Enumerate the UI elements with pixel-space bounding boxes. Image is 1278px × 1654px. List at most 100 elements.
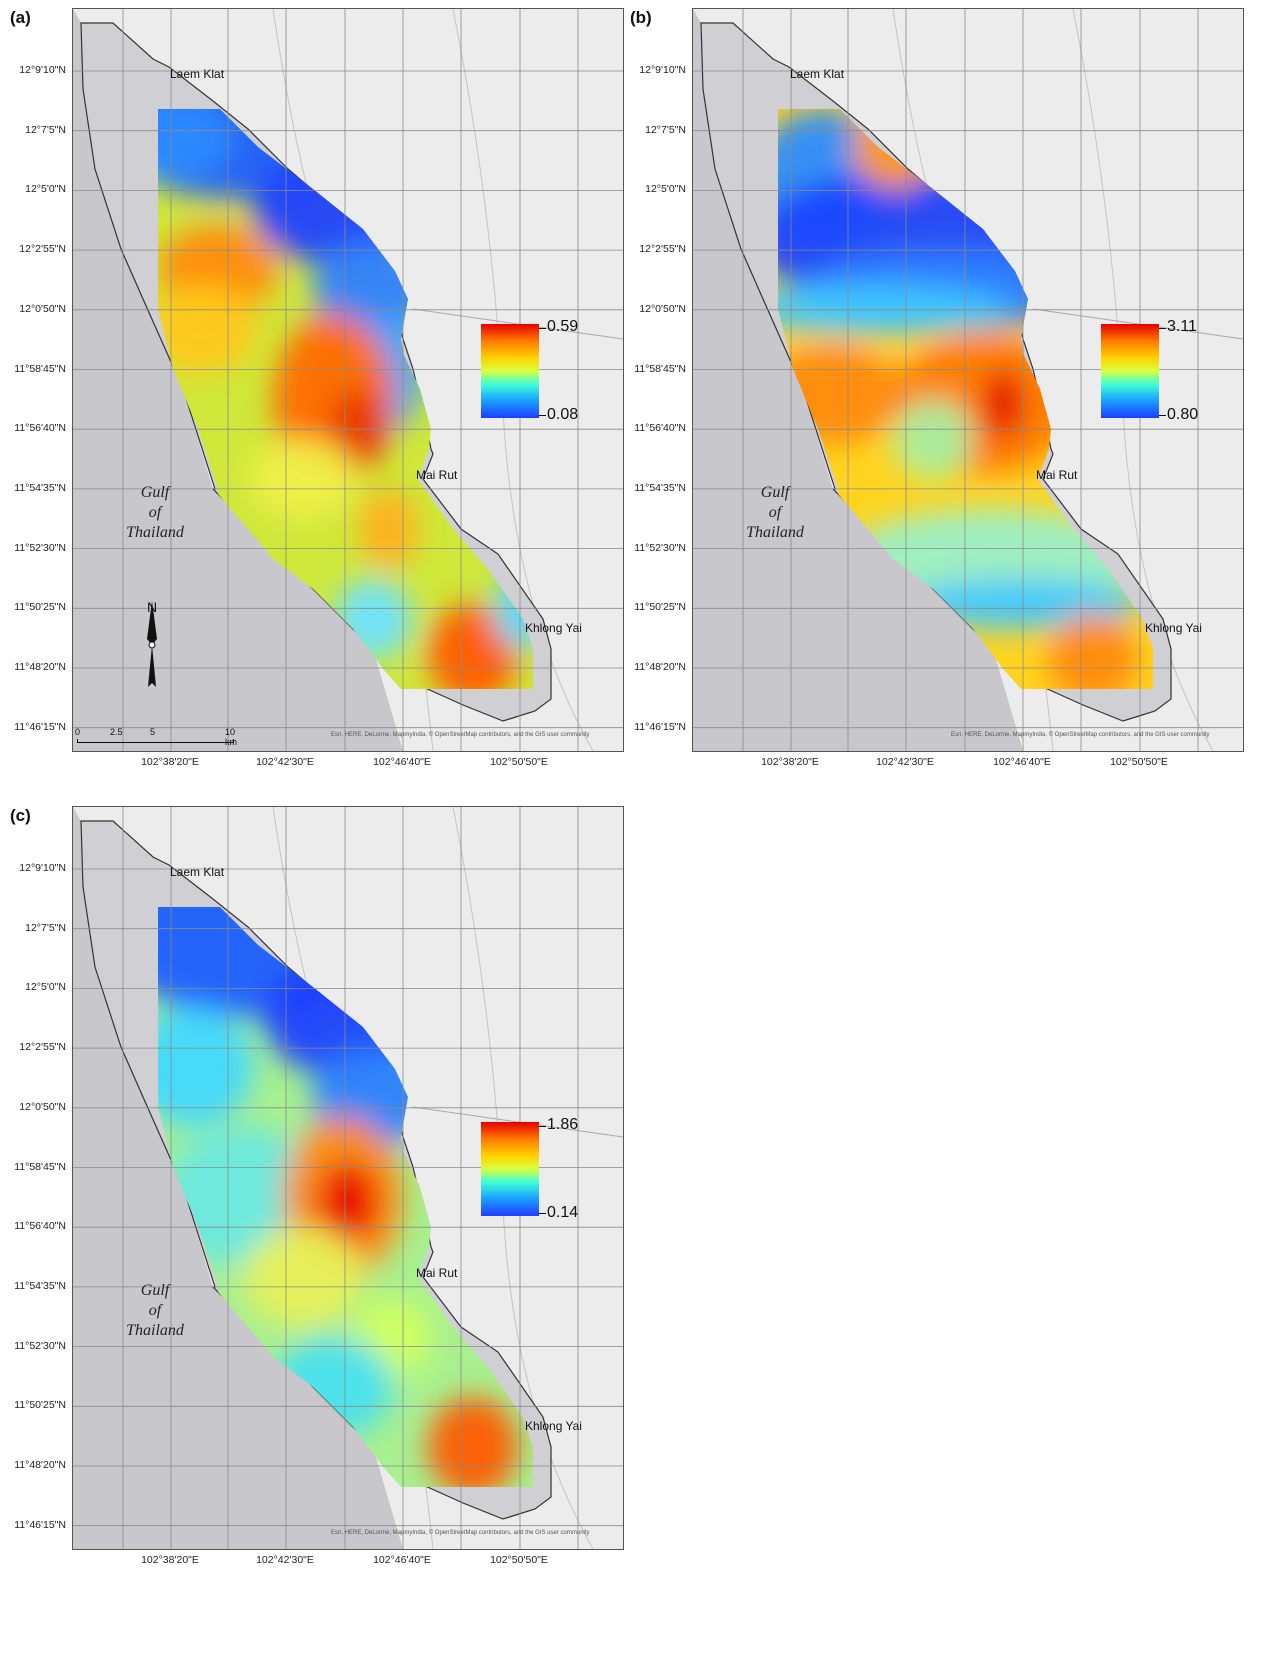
latitude-label: 11°48'20"N [14, 661, 66, 673]
gulf-line-1: Gulf [760, 484, 790, 501]
sea [693, 9, 1023, 751]
longitude-label: 102°50'50"E [490, 1554, 548, 1566]
map-c: Laem Klat Mai Rut Khlong Yai Gulf of Tha… [72, 806, 624, 1550]
latitude-label: 11°58'45"N [14, 362, 66, 375]
scale-bar: 0 2.5 5 10 km [75, 727, 237, 747]
latitude-label: 12°5'0"N [25, 183, 66, 196]
longitude-label: 102°46'40"E [373, 1554, 431, 1566]
legend-tick [539, 1126, 546, 1127]
gulf-line-2: of [148, 1302, 162, 1319]
latitude-label: 11°50'25"N [14, 1399, 66, 1412]
longitude-label: 102°46'40"E [993, 756, 1051, 768]
panel-b: (b) Laem Klat Mai Rut Khlong Yai Gulf of… [620, 0, 1278, 800]
place-khlong-yai: Khlong Yai [1145, 621, 1202, 635]
latitude-label: 11°54'35"N [14, 481, 66, 494]
longitude-label: 102°42'30"E [876, 756, 934, 768]
map-a: Laem Klat Mai Rut Khlong Yai Gulf of Tha… [72, 8, 624, 752]
legend-min: 0.80 [1167, 406, 1199, 423]
panel-label: (b) [630, 8, 652, 27]
latitude-label: 11°56'40"N [14, 1220, 66, 1233]
latitude-label: 12°0'50"N [19, 1100, 66, 1113]
place-mai-rut: Mai Rut [1036, 468, 1078, 482]
latitude-label: 11°56'40"N [14, 422, 66, 435]
scale-2-5: 2.5 [110, 727, 123, 737]
latitude-label: 11°58'45"N [634, 362, 686, 375]
longitude-label: 102°42'30"E [256, 1554, 314, 1566]
gulf-line-3: Thailand [126, 1322, 184, 1339]
latitude-label: 11°52'30"N [14, 541, 66, 554]
latitude-label: 12°9'10"N [19, 64, 66, 76]
latitude-label: 11°46'15"N [634, 720, 686, 733]
legend-color-ramp [481, 324, 539, 418]
latitude-label: 12°2'55"N [19, 1041, 66, 1054]
latitude-label: 11°52'30"N [14, 1339, 66, 1352]
longitude-label: 102°38'20"E [141, 756, 199, 768]
legend-min: 0.08 [547, 406, 579, 423]
place-laem-klat: Laem Klat [170, 67, 225, 81]
place-mai-rut: Mai Rut [416, 1266, 458, 1280]
latitude-label: 11°58'45"N [14, 1160, 66, 1173]
attribution: Esri, HERE, DeLorme, MapmyIndia, © OpenS… [331, 732, 590, 738]
attribution: Esri, HERE, DeLorme, MapmyIndia, © OpenS… [951, 732, 1210, 738]
longitude-label: 102°50'50"E [1110, 756, 1168, 768]
longitude-label: 102°42'30"E [256, 756, 314, 768]
latitude-label: 11°56'40"N [634, 422, 686, 435]
legend-min: 0.14 [547, 1204, 579, 1221]
map-canvas [73, 9, 623, 751]
place-khlong-yai: Khlong Yai [525, 621, 582, 635]
gulf-line-3: Thailand [746, 524, 804, 541]
map-canvas [693, 9, 1243, 751]
panel-label: (c) [10, 806, 31, 825]
gulf-label: Gulf of Thailand [110, 483, 200, 543]
latitude-label: 12°0'50"N [639, 302, 686, 315]
place-mai-rut: Mai Rut [416, 468, 458, 482]
longitude-label: 102°46'40"E [373, 756, 431, 768]
latitude-label: 12°5'0"N [25, 981, 66, 994]
gulf-label: Gulf of Thailand [110, 1281, 200, 1341]
latitude-label: 12°2'55"N [639, 243, 686, 256]
legend-max: 1.86 [547, 1116, 579, 1133]
latitude-label: 12°2'55"N [19, 243, 66, 256]
panel-c: (c) Laem Klat Mai Rut Khlong Yai Gulf of… [0, 798, 624, 1654]
latitude-label: 12°5'0"N [645, 183, 686, 196]
place-khlong-yai: Khlong Yai [525, 1419, 582, 1433]
gulf-line-1: Gulf [140, 1282, 170, 1299]
scale-5: 5 [150, 727, 156, 737]
longitude-label: 102°38'20"E [141, 1554, 199, 1566]
legend-tick [539, 1213, 546, 1214]
gulf-label: Gulf of Thailand [730, 483, 820, 543]
attribution: Esri, HERE, DeLorme, MapmyIndia, © OpenS… [331, 1530, 590, 1536]
latitude-label: 11°50'25"N [634, 601, 686, 614]
latitude-label: 11°46'15"N [14, 720, 66, 733]
gulf-line-1: Gulf [140, 484, 170, 501]
legend-tick [1159, 328, 1166, 329]
latitude-label: 12°7'5"N [25, 123, 66, 136]
longitude-label: 102°50'50"E [490, 756, 548, 768]
north-arrow-icon [147, 601, 157, 687]
legend-tick [1159, 415, 1166, 416]
legend-color-ramp [481, 1122, 539, 1216]
latitude-label: 12°9'10"N [19, 862, 66, 874]
place-laem-klat: Laem Klat [170, 865, 225, 879]
panel-a: (a) Laem Klat Mai Rut Khlong Yai Gulf of… [0, 0, 624, 800]
latitude-label: 11°48'20"N [14, 1459, 66, 1471]
sea [73, 807, 403, 1549]
panel-label: (a) [10, 8, 31, 27]
latitude-label: 11°52'30"N [634, 541, 686, 554]
map-b: Laem Klat Mai Rut Khlong Yai Gulf of Tha… [692, 8, 1244, 752]
latitude-label: 12°7'5"N [645, 123, 686, 136]
north-arrow: N [145, 599, 159, 687]
graticule [73, 9, 623, 751]
scale-0: 0 [75, 727, 81, 737]
legend-max: 3.11 [1167, 318, 1197, 335]
latitude-label: 11°46'15"N [14, 1518, 66, 1531]
longitude-label: 102°38'20"E [761, 756, 819, 768]
latitude-label: 11°54'35"N [634, 481, 686, 494]
sea [73, 9, 403, 751]
latitude-label: 12°0'50"N [19, 302, 66, 315]
gulf-line-2: of [148, 504, 162, 521]
latitude-label: 11°48'20"N [634, 661, 686, 673]
latitude-label: 12°7'5"N [25, 921, 66, 934]
scale-10: 10 km [225, 727, 237, 747]
legend-color-ramp [1101, 324, 1159, 418]
